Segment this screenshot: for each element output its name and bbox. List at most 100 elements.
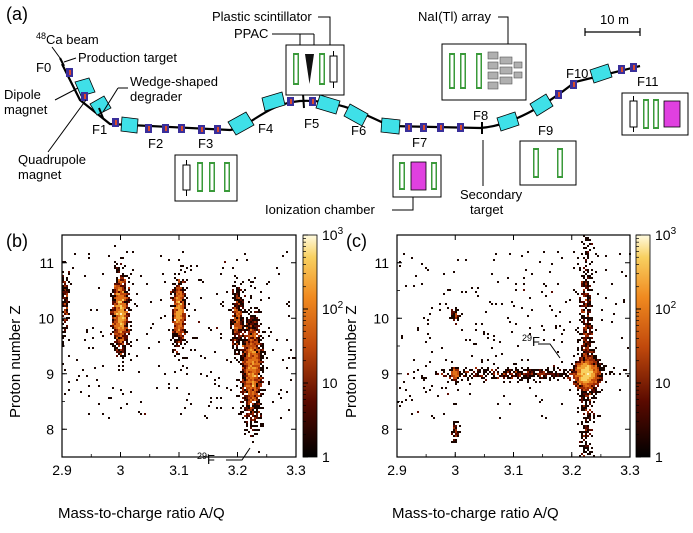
density-cell [589,311,591,313]
density-cell [122,267,124,269]
density-cell [563,371,565,373]
density-cell [178,259,180,261]
density-cell [591,365,593,367]
density-cell [248,367,250,369]
density-cell [529,327,531,329]
density-cell [258,371,260,373]
density-cell [236,259,238,261]
density-cell [515,323,517,325]
density-cell [252,363,254,365]
density-cell [587,365,589,367]
density-cell [541,399,543,401]
density-cell [240,413,242,415]
density-cell [587,305,589,307]
density-cell [595,397,597,399]
density-cell [118,303,120,305]
density-cell [605,365,607,367]
density-cell [112,295,114,297]
ionization-chamber-label: Ionization chamber [265,202,376,217]
density-cell [184,357,186,359]
density-cell [232,291,234,293]
density-cell [451,367,453,369]
density-cell [459,373,461,375]
density-cell [248,387,250,389]
density-cell [184,343,186,345]
density-cell [517,381,519,383]
density-cell [114,285,116,287]
density-cell [252,351,254,353]
density-cell [587,363,589,365]
density-cell [252,415,254,417]
density-cell [401,337,403,339]
density-cell [68,381,70,383]
density-cell [122,277,124,279]
density-cell [250,321,252,323]
density-cell [252,335,254,337]
density-cell [248,357,250,359]
density-cell [515,283,517,285]
density-cell [180,333,182,335]
density-cell [583,451,585,453]
density-cell [122,351,124,353]
density-cell [256,425,258,427]
density-cell [577,339,579,341]
density-cell [260,369,262,371]
density-cell [581,363,583,365]
density-cell [559,325,561,327]
density-cell [507,317,509,319]
density-cell [585,247,587,249]
detector-box-f5 [285,44,345,96]
density-cell [64,293,66,295]
focal-plane-labels: F0 F1 F2 F3 F4 F5 F6 F7 F8 F9 F10 F11 [36,60,658,151]
density-cell [236,309,238,311]
density-cell [126,325,128,327]
ylabel-c: Proton number Z [343,305,360,418]
density-cell [455,307,457,309]
density-cell [172,305,174,307]
density-cell [585,445,587,447]
density-cell [118,271,120,273]
density-cell [479,371,481,373]
density-cell [248,319,250,321]
density-cell [583,413,585,415]
density-cell [240,301,242,303]
density-cell [583,285,585,287]
density-cell [539,377,541,379]
density-cell [246,361,248,363]
density-cell [583,387,585,389]
density-cell [589,387,591,389]
density-cell [230,389,232,391]
density-cell [254,329,256,331]
density-cell [170,297,172,299]
density-cell [593,421,595,423]
density-cell [254,415,256,417]
density-cell [94,367,96,369]
density-cell [427,333,429,335]
density-cell [585,441,587,443]
density-cell [585,373,587,375]
density-cell [184,289,186,291]
density-cell [545,295,547,297]
density-cell [240,315,242,317]
density-cell [232,289,234,291]
density-cell [597,377,599,379]
density-cell [118,267,120,269]
density-cell [240,349,242,351]
density-cell [581,345,583,347]
density-cell [112,327,114,329]
density-cell [519,379,521,381]
density-cell [176,285,178,287]
density-cell [62,287,64,289]
density-cell [539,401,541,403]
dipole-magnet [261,91,286,112]
density-cell [258,411,260,413]
density-cell [120,287,122,289]
density-cell [180,313,182,315]
density-cell [124,339,126,341]
density-cell [100,331,102,333]
density-cell [254,319,256,321]
density-cell [116,351,118,353]
density-cell [579,379,581,381]
density-cell [238,353,240,355]
density-cell [587,347,589,349]
